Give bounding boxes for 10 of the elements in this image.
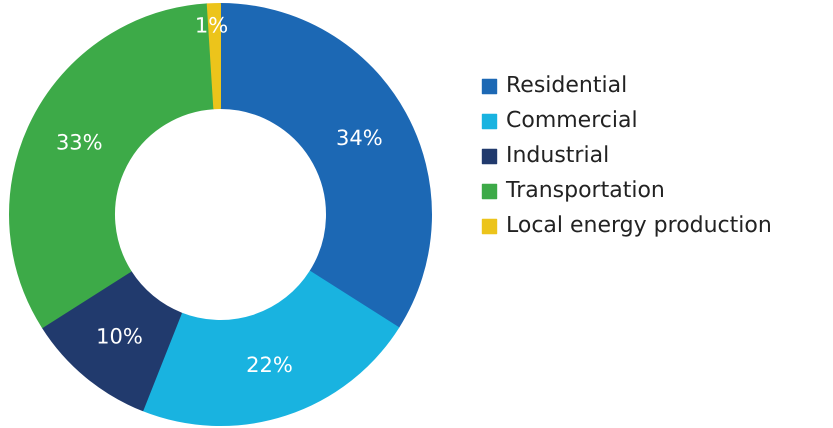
legend-label: Residential	[506, 73, 628, 98]
data-label: 22%	[246, 353, 293, 378]
data-label: 33%	[56, 130, 103, 155]
legend-label: Transportation	[506, 178, 665, 203]
legend-label: Commercial	[506, 108, 638, 133]
legend-label: Local energy production	[506, 213, 772, 238]
data-label: 10%	[96, 324, 143, 349]
data-label: 1%	[194, 14, 228, 38]
data-label: 34%	[336, 126, 383, 150]
legend-label: Industrial	[506, 143, 610, 168]
